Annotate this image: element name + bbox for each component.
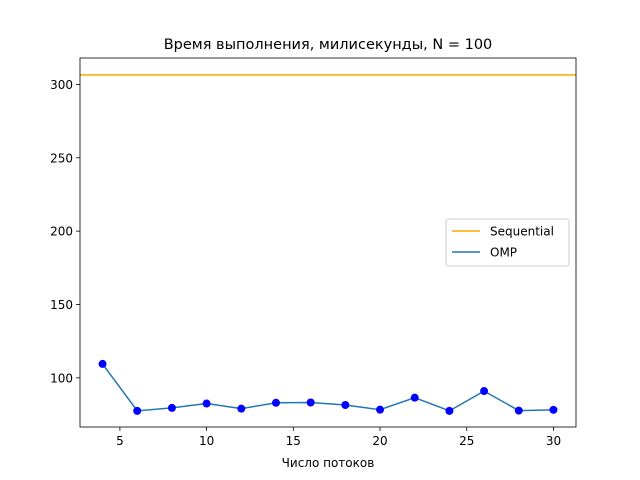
legend: Sequential OMP — [445, 218, 570, 267]
y-tick-label: 250 — [50, 151, 73, 165]
omp-line — [101, 363, 554, 412]
y-tick-label: 300 — [50, 78, 73, 92]
x-tick-label: 15 — [286, 434, 301, 448]
legend-label: Sequential — [490, 225, 554, 239]
omp-point — [341, 400, 350, 409]
y-tick-label: 100 — [50, 371, 73, 385]
y-tick-label: 150 — [50, 298, 73, 312]
y-axis: 100 150 200 250 300 — [50, 78, 80, 385]
omp-point — [133, 406, 142, 415]
x-tick-label: 10 — [199, 434, 214, 448]
series-layer — [80, 74, 576, 415]
omp-point — [306, 398, 315, 407]
omp-point — [237, 404, 246, 413]
chart-title: Время выполнения, милисекунды, N = 100 — [164, 37, 493, 53]
omp-point — [271, 398, 280, 407]
omp-point — [514, 406, 523, 415]
omp-point — [98, 359, 107, 368]
x-tick-label: 20 — [372, 434, 387, 448]
omp-point — [202, 399, 211, 408]
legend-label: OMP — [490, 246, 517, 260]
omp-point — [480, 387, 489, 396]
x-tick-label: 30 — [546, 434, 561, 448]
omp-point — [167, 403, 176, 412]
x-axis: 5 10 15 20 25 30 — [116, 427, 561, 448]
x-tick-label: 5 — [116, 434, 124, 448]
omp-point — [549, 405, 558, 414]
x-tick-label: 25 — [459, 434, 474, 448]
plot-frame — [79, 57, 577, 428]
omp-point — [410, 393, 419, 402]
omp-point — [376, 405, 385, 414]
x-axis-label: Число потоков — [282, 456, 375, 470]
omp-point — [445, 406, 454, 415]
y-tick-label: 200 — [50, 225, 73, 239]
